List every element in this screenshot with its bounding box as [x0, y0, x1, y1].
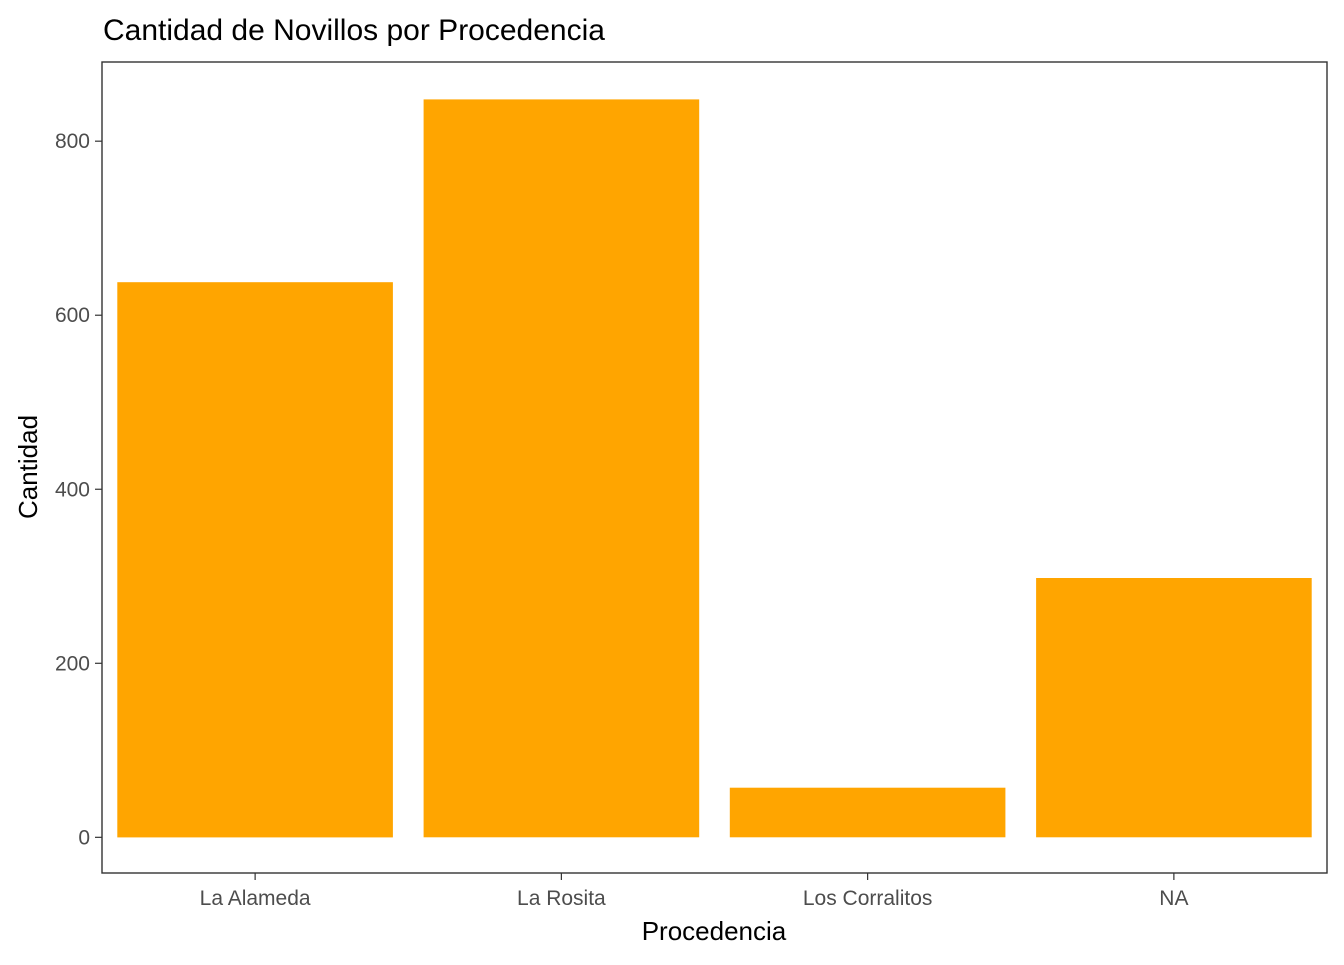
- plot-panel-border: [101, 61, 1328, 874]
- y-axis: 0 200 400 600 800: [55, 130, 102, 849]
- y-tick-label: 0: [78, 826, 90, 849]
- x-tick-label: La Alameda: [200, 887, 311, 910]
- bar-la-rosita: [423, 99, 700, 838]
- y-axis-title: Cantidad: [13, 415, 43, 519]
- x-axis-title: Procedencia: [642, 916, 787, 946]
- x-tick-label: Los Corralitos: [803, 887, 933, 910]
- y-tick-label: 200: [55, 652, 90, 675]
- x-tick-label: NA: [1159, 887, 1188, 910]
- y-tick-label: 400: [55, 478, 90, 501]
- x-axis: La Alameda La Rosita Los Corralitos NA: [200, 873, 1188, 910]
- bar-los-corralitos: [729, 787, 1006, 838]
- y-tick-label: 800: [55, 130, 90, 153]
- chart-title: Cantidad de Novillos por Procedencia: [103, 14, 605, 47]
- bar-na: [1036, 578, 1312, 838]
- bars-layer: [117, 99, 1312, 838]
- y-tick-label: 600: [55, 304, 90, 327]
- bar-la-alameda: [117, 282, 393, 838]
- x-tick-label: La Rosita: [517, 887, 606, 910]
